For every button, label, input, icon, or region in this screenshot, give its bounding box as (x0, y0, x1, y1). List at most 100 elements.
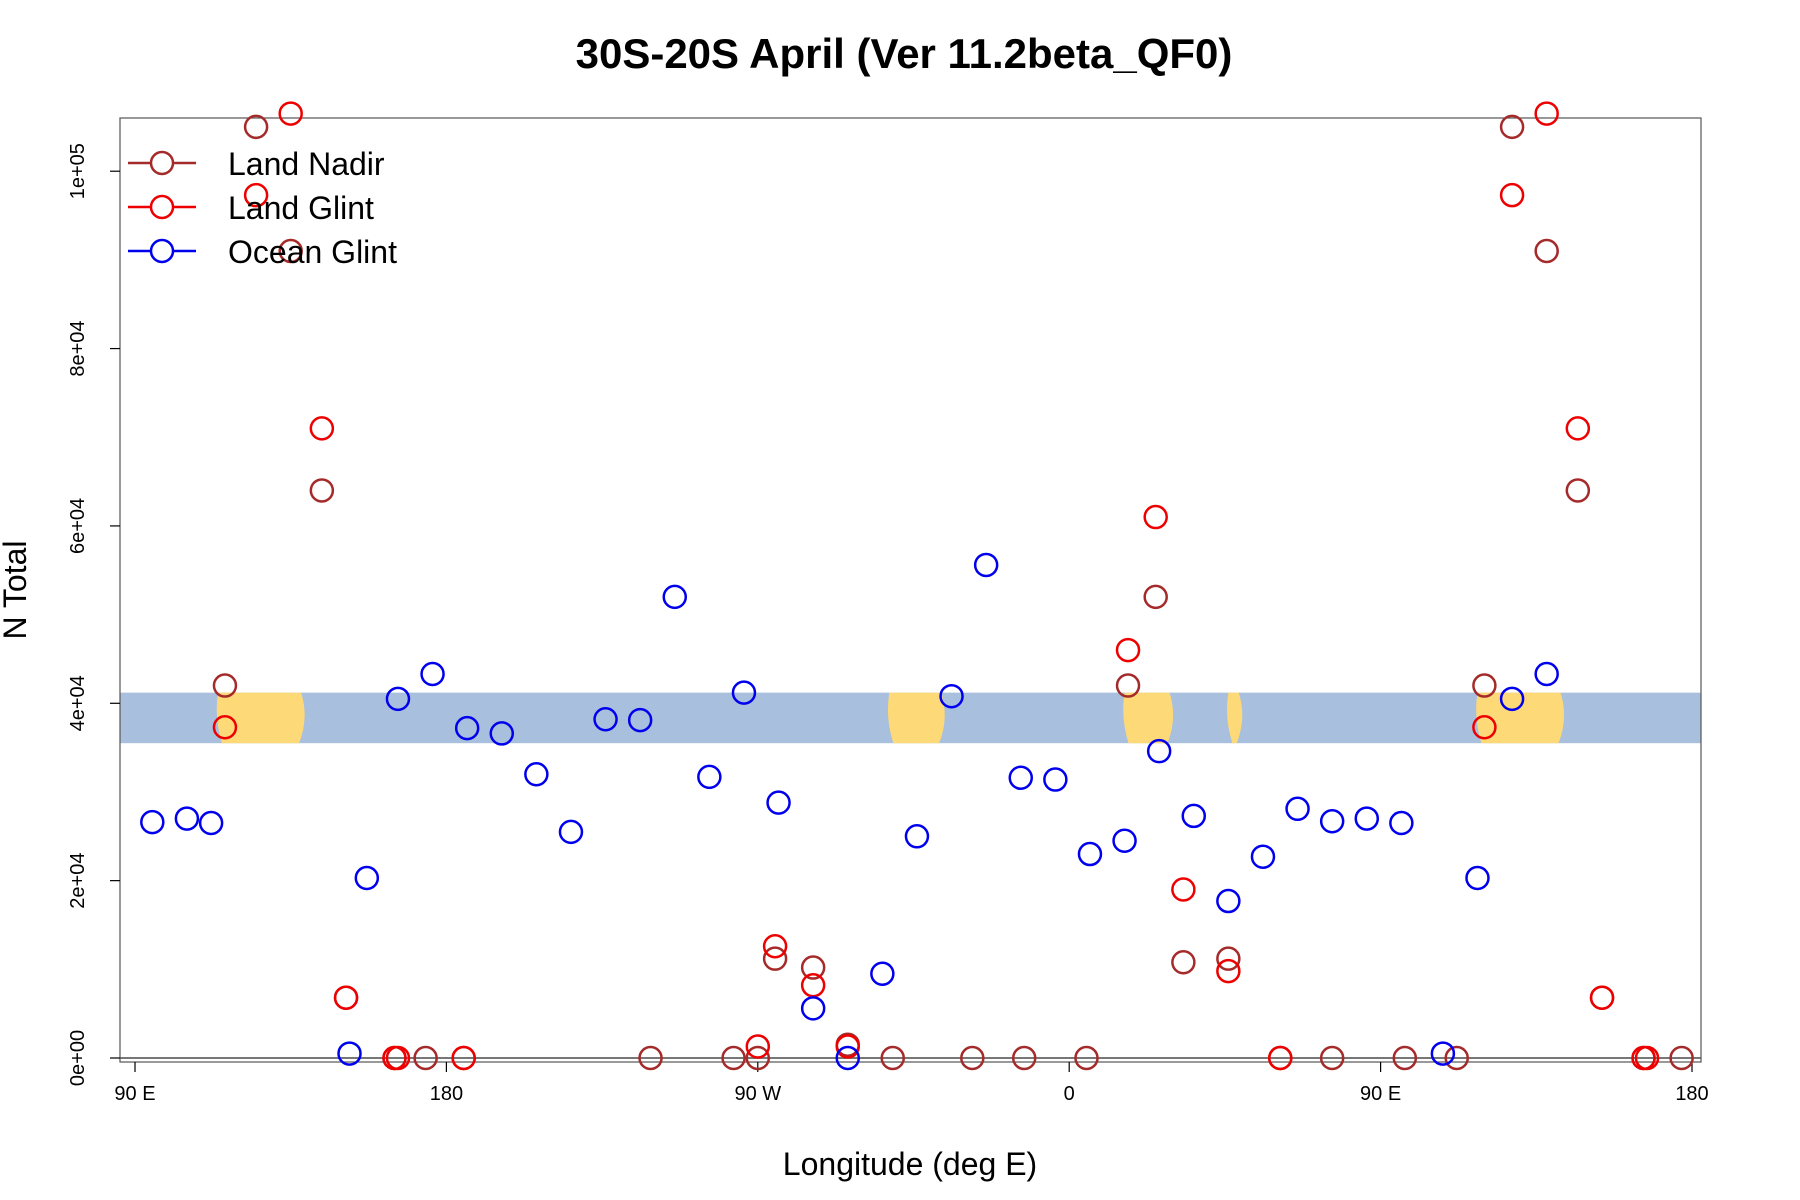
legend-item-land-glint: Land Glint (128, 190, 374, 226)
y-axis: 0e+00 2e+04 4e+04 6e+04 8e+04 1e+05 (67, 143, 120, 1086)
land-glint-point (278, 101, 303, 126)
ocean-glint-point (454, 715, 480, 741)
x-axis: 90 E 180 90 W 0 90 E 180 (114, 1062, 1709, 1105)
land-glint-point (1472, 714, 1497, 740)
ocean-glint-point (174, 806, 200, 831)
ocean-glint-point (1043, 767, 1068, 792)
land-nadir-point (1565, 478, 1591, 503)
land-glint-point (451, 1045, 476, 1071)
x-tick-label: 90 E (114, 1083, 155, 1105)
ocean-glint-point (1250, 844, 1276, 869)
land-glint-point (1589, 985, 1615, 1010)
ocean-glint-point (140, 809, 165, 835)
land-glint-point (385, 1045, 411, 1071)
land-nadir-point (1444, 1045, 1469, 1071)
y-tick-label: 2e+04 (67, 853, 89, 909)
land-glint-point (1565, 416, 1591, 441)
land-glint-point (762, 934, 788, 959)
ocean-glint-point (337, 1041, 362, 1066)
land-glint-point (1115, 637, 1141, 663)
x-tick-label: 90 W (734, 1083, 781, 1105)
land-nadir-point (1669, 1045, 1694, 1071)
plot-frame (119, 117, 1702, 1063)
land-nadir-point (1499, 114, 1525, 140)
land-nadir-point (212, 673, 238, 698)
legend-marker-land-nadir (149, 150, 175, 176)
y-axis-label: N Total (0, 540, 33, 639)
ocean-glint-point (1319, 808, 1345, 834)
land-glint-point (309, 416, 335, 441)
legend-label-land-nadir: Land Nadir (228, 146, 385, 182)
ocean-glint-point (1430, 1041, 1456, 1066)
y-tick-label: 1e+05 (67, 143, 89, 199)
ocean-glint-point (558, 819, 584, 845)
land-nadir-point (1472, 673, 1497, 698)
x-axis-label: Longitude (deg E) (783, 1146, 1037, 1182)
ocean-glint-point (1499, 686, 1525, 712)
y-tick-label: 4e+04 (67, 675, 89, 731)
legend-label-land-glint: Land Glint (228, 190, 374, 226)
land-nadir-point (1534, 238, 1559, 264)
legend-marker-land-glint (149, 194, 175, 220)
legend: Land Nadir Land Glint Ocean Glint (128, 146, 397, 270)
x-tick-label: 180 (1675, 1083, 1708, 1105)
ocean-glint-point (420, 661, 445, 687)
ocean-glint-point (731, 680, 757, 705)
data-points (140, 101, 1694, 1071)
ocean-glint-point (1146, 738, 1172, 764)
map-land (1123, 692, 1174, 744)
land-nadir-point (721, 1045, 746, 1071)
legend-label-ocean-glint: Ocean Glint (228, 234, 397, 270)
ocean-glint-point (1534, 661, 1559, 687)
ocean-glint-point (524, 761, 549, 787)
map-land (887, 692, 945, 744)
land-nadir-point (1143, 584, 1168, 610)
ocean-glint-point (1077, 841, 1103, 867)
x-tick-label: 0 (1064, 1083, 1075, 1105)
ocean-glint-point (627, 707, 653, 733)
land-nadir-point (309, 478, 335, 503)
land-glint-point (212, 714, 238, 740)
ocean-glint-point (1008, 765, 1034, 791)
ocean-glint-point (662, 584, 688, 610)
land-nadir-point (1319, 1045, 1345, 1071)
y-tick-label: 6e+04 (67, 498, 89, 554)
land-nadir-point (1171, 949, 1196, 975)
ocean-glint-point (1354, 806, 1380, 831)
ocean-glint-point (1112, 828, 1137, 853)
land-glint-point (1534, 101, 1559, 126)
land-nadir-point (1216, 946, 1241, 971)
ocean-glint-point (697, 764, 722, 790)
ocean-glint-point (939, 683, 964, 709)
ocean-glint-point (800, 996, 826, 1021)
land-glint-point (333, 985, 359, 1010)
land-glint-point (1171, 877, 1196, 902)
land-nadir-point (243, 114, 269, 140)
ocean-glint-point (973, 552, 999, 578)
map-land (1227, 692, 1243, 744)
land-glint-point (1499, 182, 1525, 208)
land-glint-point (1268, 1045, 1293, 1071)
ocean-glint-point (835, 1045, 861, 1071)
world-map-band (120, 692, 1701, 1059)
ocean-glint-point (1216, 888, 1241, 914)
chart-title: 30S-20S April (Ver 11.2beta_QF0) (576, 30, 1233, 77)
ocean-glint-point (1465, 865, 1490, 891)
legend-marker-ocean-glint (149, 238, 175, 264)
y-tick-label: 8e+04 (67, 320, 89, 376)
legend-item-ocean-glint: Ocean Glint (128, 234, 397, 270)
ocean-glint-point (1389, 810, 1414, 836)
land-glint-point (745, 1034, 771, 1059)
land-glint-point (1143, 504, 1168, 530)
ocean-glint-point (1285, 796, 1310, 822)
ocean-glint-point (385, 686, 411, 712)
land-nadir-point (745, 1045, 771, 1071)
ocean-glint-point (198, 810, 224, 836)
ocean-glint-point (870, 961, 895, 987)
y-tick-label: 0e+00 (67, 1030, 89, 1086)
land-nadir-point (638, 1045, 663, 1071)
ocean-glint-point (766, 790, 791, 815)
land-nadir-point (278, 238, 303, 264)
land-nadir-point (1392, 1045, 1418, 1071)
land-nadir-point (1074, 1045, 1099, 1071)
